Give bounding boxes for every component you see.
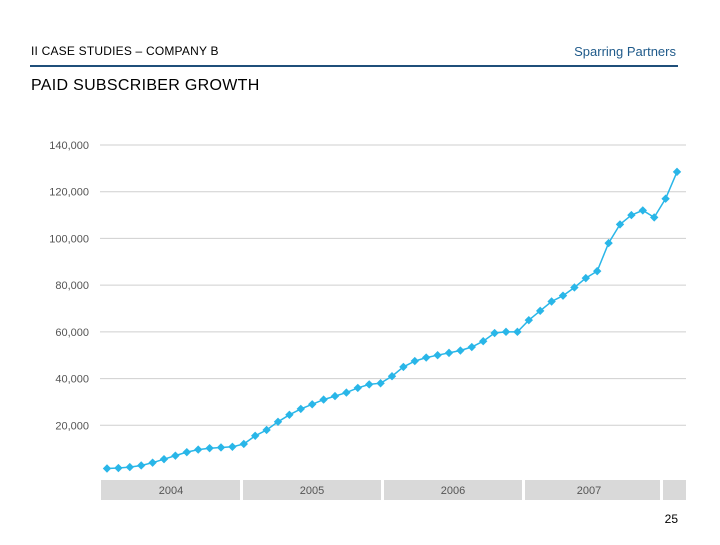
data-point <box>387 372 397 381</box>
data-point <box>433 351 442 360</box>
data-point <box>353 383 362 393</box>
data-point <box>444 348 454 358</box>
y-tick-label: 80,000 <box>55 280 89 292</box>
data-point <box>251 431 260 440</box>
y-tick-label: 100,000 <box>49 233 89 245</box>
data-point <box>604 238 613 248</box>
data-point <box>273 417 283 426</box>
y-tick-label: 140,000 <box>49 140 89 152</box>
data-point <box>536 306 545 316</box>
data-point <box>422 353 431 362</box>
x-year-label: 2004 <box>159 485 183 497</box>
data-point <box>137 461 146 470</box>
data-point <box>501 327 511 337</box>
y-tick-label: 20,000 <box>55 420 89 432</box>
data-point <box>593 266 602 276</box>
x-year-label: 2006 <box>441 485 465 497</box>
data-point <box>102 464 112 473</box>
brand-name: Sparring Partners <box>574 44 676 59</box>
x-axis-band <box>525 480 660 500</box>
data-point <box>570 283 579 292</box>
data-point <box>365 380 374 389</box>
data-point <box>581 273 590 283</box>
data-point <box>650 213 659 222</box>
x-axis-band <box>101 480 240 500</box>
data-point <box>216 443 226 452</box>
data-point <box>148 458 157 467</box>
data-point <box>558 291 568 300</box>
data-point <box>547 297 556 306</box>
x-axis-band <box>384 480 522 500</box>
series-line <box>106 171 678 470</box>
data-point <box>159 454 169 464</box>
data-point <box>319 395 328 404</box>
section-label: II CASE STUDIES – COMPANY B <box>31 44 219 58</box>
data-point <box>410 356 419 366</box>
x-year-label: 2007 <box>577 485 601 497</box>
data-point <box>262 425 271 435</box>
data-point <box>661 194 670 203</box>
data-point <box>524 315 533 325</box>
data-point <box>239 439 248 449</box>
data-point <box>490 328 499 338</box>
data-point <box>330 391 340 401</box>
y-tick-label: 60,000 <box>55 327 89 339</box>
x-axis-band <box>243 480 381 500</box>
data-point <box>513 327 522 337</box>
data-point <box>114 463 123 473</box>
data-point <box>638 206 647 215</box>
data-point <box>285 410 294 419</box>
data-point <box>467 342 476 352</box>
data-point <box>171 451 180 460</box>
data-point <box>479 337 488 346</box>
data-point <box>194 445 203 454</box>
data-point <box>205 443 214 453</box>
data-point <box>399 362 408 372</box>
data-point <box>228 442 237 451</box>
y-tick-label: 40,000 <box>55 374 89 386</box>
data-point <box>672 167 682 177</box>
data-point <box>342 388 351 397</box>
x-axis-band <box>663 480 686 500</box>
data-point <box>308 400 317 409</box>
x-year-label: 2005 <box>300 485 324 497</box>
header-rule <box>30 65 678 67</box>
data-point <box>615 220 625 229</box>
slide-title: PAID SUBSCRIBER GROWTH <box>31 77 260 94</box>
data-point <box>182 447 191 457</box>
data-point <box>627 210 636 220</box>
y-tick-label: 120,000 <box>49 187 89 199</box>
data-point <box>296 404 305 414</box>
data-point <box>376 379 385 388</box>
page-number: 25 <box>664 512 678 526</box>
data-point <box>456 346 465 355</box>
data-point <box>125 462 134 472</box>
